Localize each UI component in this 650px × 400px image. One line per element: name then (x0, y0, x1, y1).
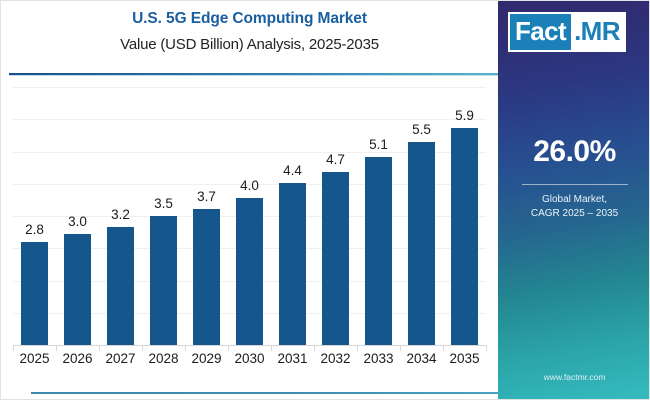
x-axis-tick (271, 345, 272, 351)
factmr-logo[interactable]: Fact .MR (508, 12, 626, 52)
x-axis-tick (56, 345, 57, 351)
bar-value-label: 3.2 (111, 207, 130, 223)
bar-slot (357, 87, 400, 345)
x-axis-label: 2030 (234, 351, 265, 366)
x-axis-label: 2031 (277, 351, 308, 366)
cagr-divider (522, 184, 628, 185)
x-axis-tick (142, 345, 143, 351)
x-axis-line (13, 345, 486, 346)
gridline (13, 184, 486, 185)
chart-header: U.S. 5G Edge Computing Market Value (USD… (1, 1, 498, 75)
bar-slot (142, 87, 185, 345)
x-axis-label: 2034 (406, 351, 437, 366)
x-axis-tick (228, 345, 229, 351)
brand-panel: Fact .MR 26.0% Global Market, CAGR 2025 … (498, 1, 649, 399)
bar[interactable] (150, 216, 177, 345)
x-axis-label: 2035 (449, 351, 480, 366)
gridline (13, 119, 486, 120)
bar-slot (271, 87, 314, 345)
logo-fact-text: Fact (510, 14, 572, 50)
x-axis-tick (185, 345, 186, 351)
bar-slot (56, 87, 99, 345)
cagr-caption-line1: Global Market, (541, 194, 608, 205)
bar[interactable] (279, 182, 306, 345)
x-axis-label: 2028 (148, 351, 179, 366)
x-axis-label: 2029 (191, 351, 222, 366)
bar[interactable] (193, 208, 220, 345)
x-axis-tick (314, 345, 315, 351)
bar-slot (314, 87, 357, 345)
gridline (13, 87, 486, 88)
bar-slot (228, 87, 271, 345)
x-axis-tick (13, 345, 14, 351)
cagr-caption-line2: CAGR 2025 – 2035 (530, 208, 619, 219)
header-divider (9, 73, 498, 75)
bar-value-label: 2.8 (25, 221, 44, 237)
x-axis-label: 2027 (105, 351, 136, 366)
chart-subtitle: Value (USD Billion) Analysis, 2025-2035 (120, 36, 379, 53)
x-axis-label: 2025 (19, 351, 50, 366)
x-axis-label: 2033 (363, 351, 394, 366)
chart-panel: U.S. 5G Edge Computing Market Value (USD… (1, 1, 498, 399)
bar[interactable] (21, 241, 48, 345)
bar-slot (443, 87, 486, 345)
bar-value-label: 4.4 (283, 162, 302, 178)
bar-value-label: 4.7 (326, 151, 345, 167)
bar-slot (400, 87, 443, 345)
chart-title: U.S. 5G Edge Computing Market (132, 10, 367, 27)
bar[interactable] (107, 227, 134, 345)
x-axis-tick (99, 345, 100, 351)
header-divider-soft (9, 75, 498, 76)
x-axis-tick (357, 345, 358, 351)
cagr-caption: Global Market, CAGR 2025 – 2035 (498, 193, 649, 221)
cagr-value: 26.0% (533, 135, 616, 168)
bar-value-label: 5.9 (455, 107, 474, 123)
bar-series: 2.8 3.0 3.2 3.5 3.7 4.0 4.4 4.7 5.1 5.5 5.9 (13, 87, 486, 345)
bar-value-label: 3.0 (68, 214, 87, 230)
bar-value-label: 5.1 (369, 137, 388, 153)
gridline (13, 152, 486, 153)
bar-value-label: 5.5 (412, 122, 431, 138)
bar[interactable] (322, 171, 349, 345)
bar[interactable] (365, 157, 392, 345)
bar[interactable] (451, 127, 478, 345)
bar-slot (13, 87, 56, 345)
logo-mr-text: .MR (571, 14, 624, 50)
bar-slot (99, 87, 142, 345)
bar-value-label: 3.5 (154, 196, 173, 211)
bar[interactable] (64, 234, 91, 345)
x-axis-tick (486, 345, 487, 351)
bar[interactable] (408, 142, 435, 345)
footer-divider (31, 392, 498, 394)
x-axis-tick (400, 345, 401, 351)
x-axis-tick (443, 345, 444, 351)
bar-slot (185, 87, 228, 345)
site-url: www.factmr.com (543, 372, 606, 382)
x-axis-label: 2026 (62, 351, 93, 366)
bar-value-label: 4.0 (240, 177, 259, 193)
x-axis-label: 2032 (320, 351, 351, 366)
bar[interactable] (236, 197, 263, 345)
bar-value-label: 3.7 (197, 188, 216, 204)
